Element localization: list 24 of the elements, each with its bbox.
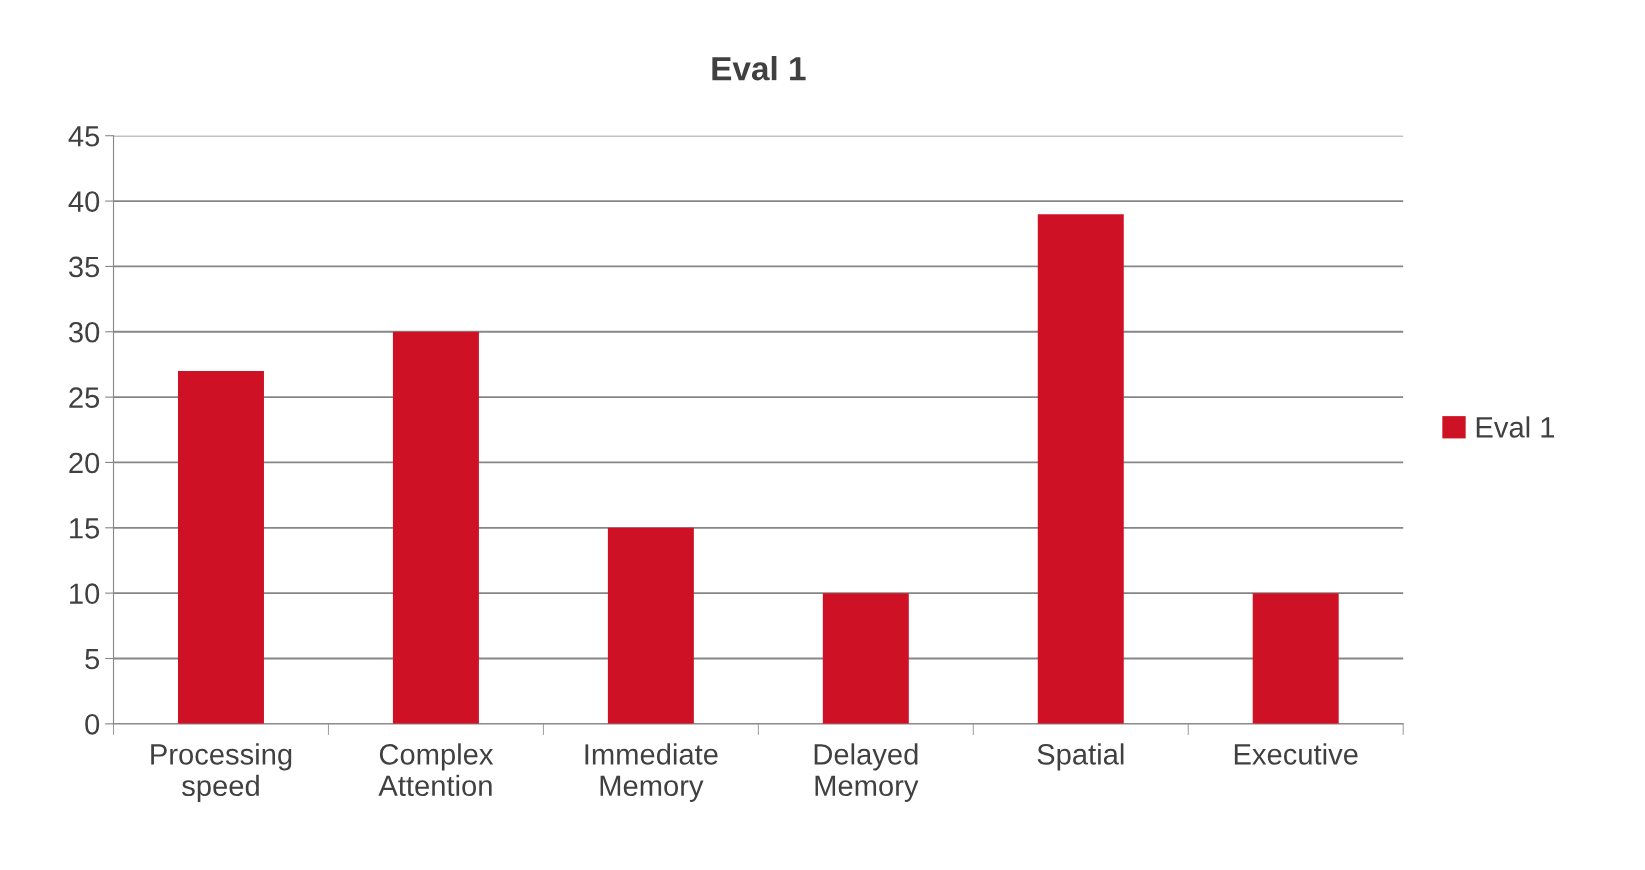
x-tick-label: Executive [1234, 743, 1358, 765]
y-tick-label: 25 [69, 387, 100, 408]
y-tick-label: 5 [85, 649, 100, 670]
bar [1252, 593, 1339, 724]
bar [822, 593, 909, 724]
legend-label: Eval 1 [1476, 416, 1555, 438]
y-tick-label: 35 [68, 256, 100, 278]
x-tick-label: Processing speed [151, 743, 292, 802]
x-tick-label: Spatial [1037, 743, 1124, 771]
bar [1037, 214, 1124, 724]
y-tick-label: 20 [69, 452, 100, 474]
bar [607, 527, 694, 724]
y-tick-label: 10 [70, 583, 100, 604]
x-tick-label: Delayed Memory [814, 743, 919, 802]
y-tick-label: 40 [68, 191, 100, 212]
x-tick-label: Complex Attention [378, 743, 494, 797]
x-tick-label: Immediate Memory [585, 743, 718, 802]
chart-title: Eval 1 [712, 56, 806, 81]
bar [392, 331, 479, 724]
y-tick-label: 0 [85, 714, 100, 735]
y-tick-label: 45 [68, 126, 100, 147]
y-tick-label: 30 [68, 321, 100, 343]
bar [177, 370, 264, 724]
y-tick-label: 15 [70, 518, 100, 539]
